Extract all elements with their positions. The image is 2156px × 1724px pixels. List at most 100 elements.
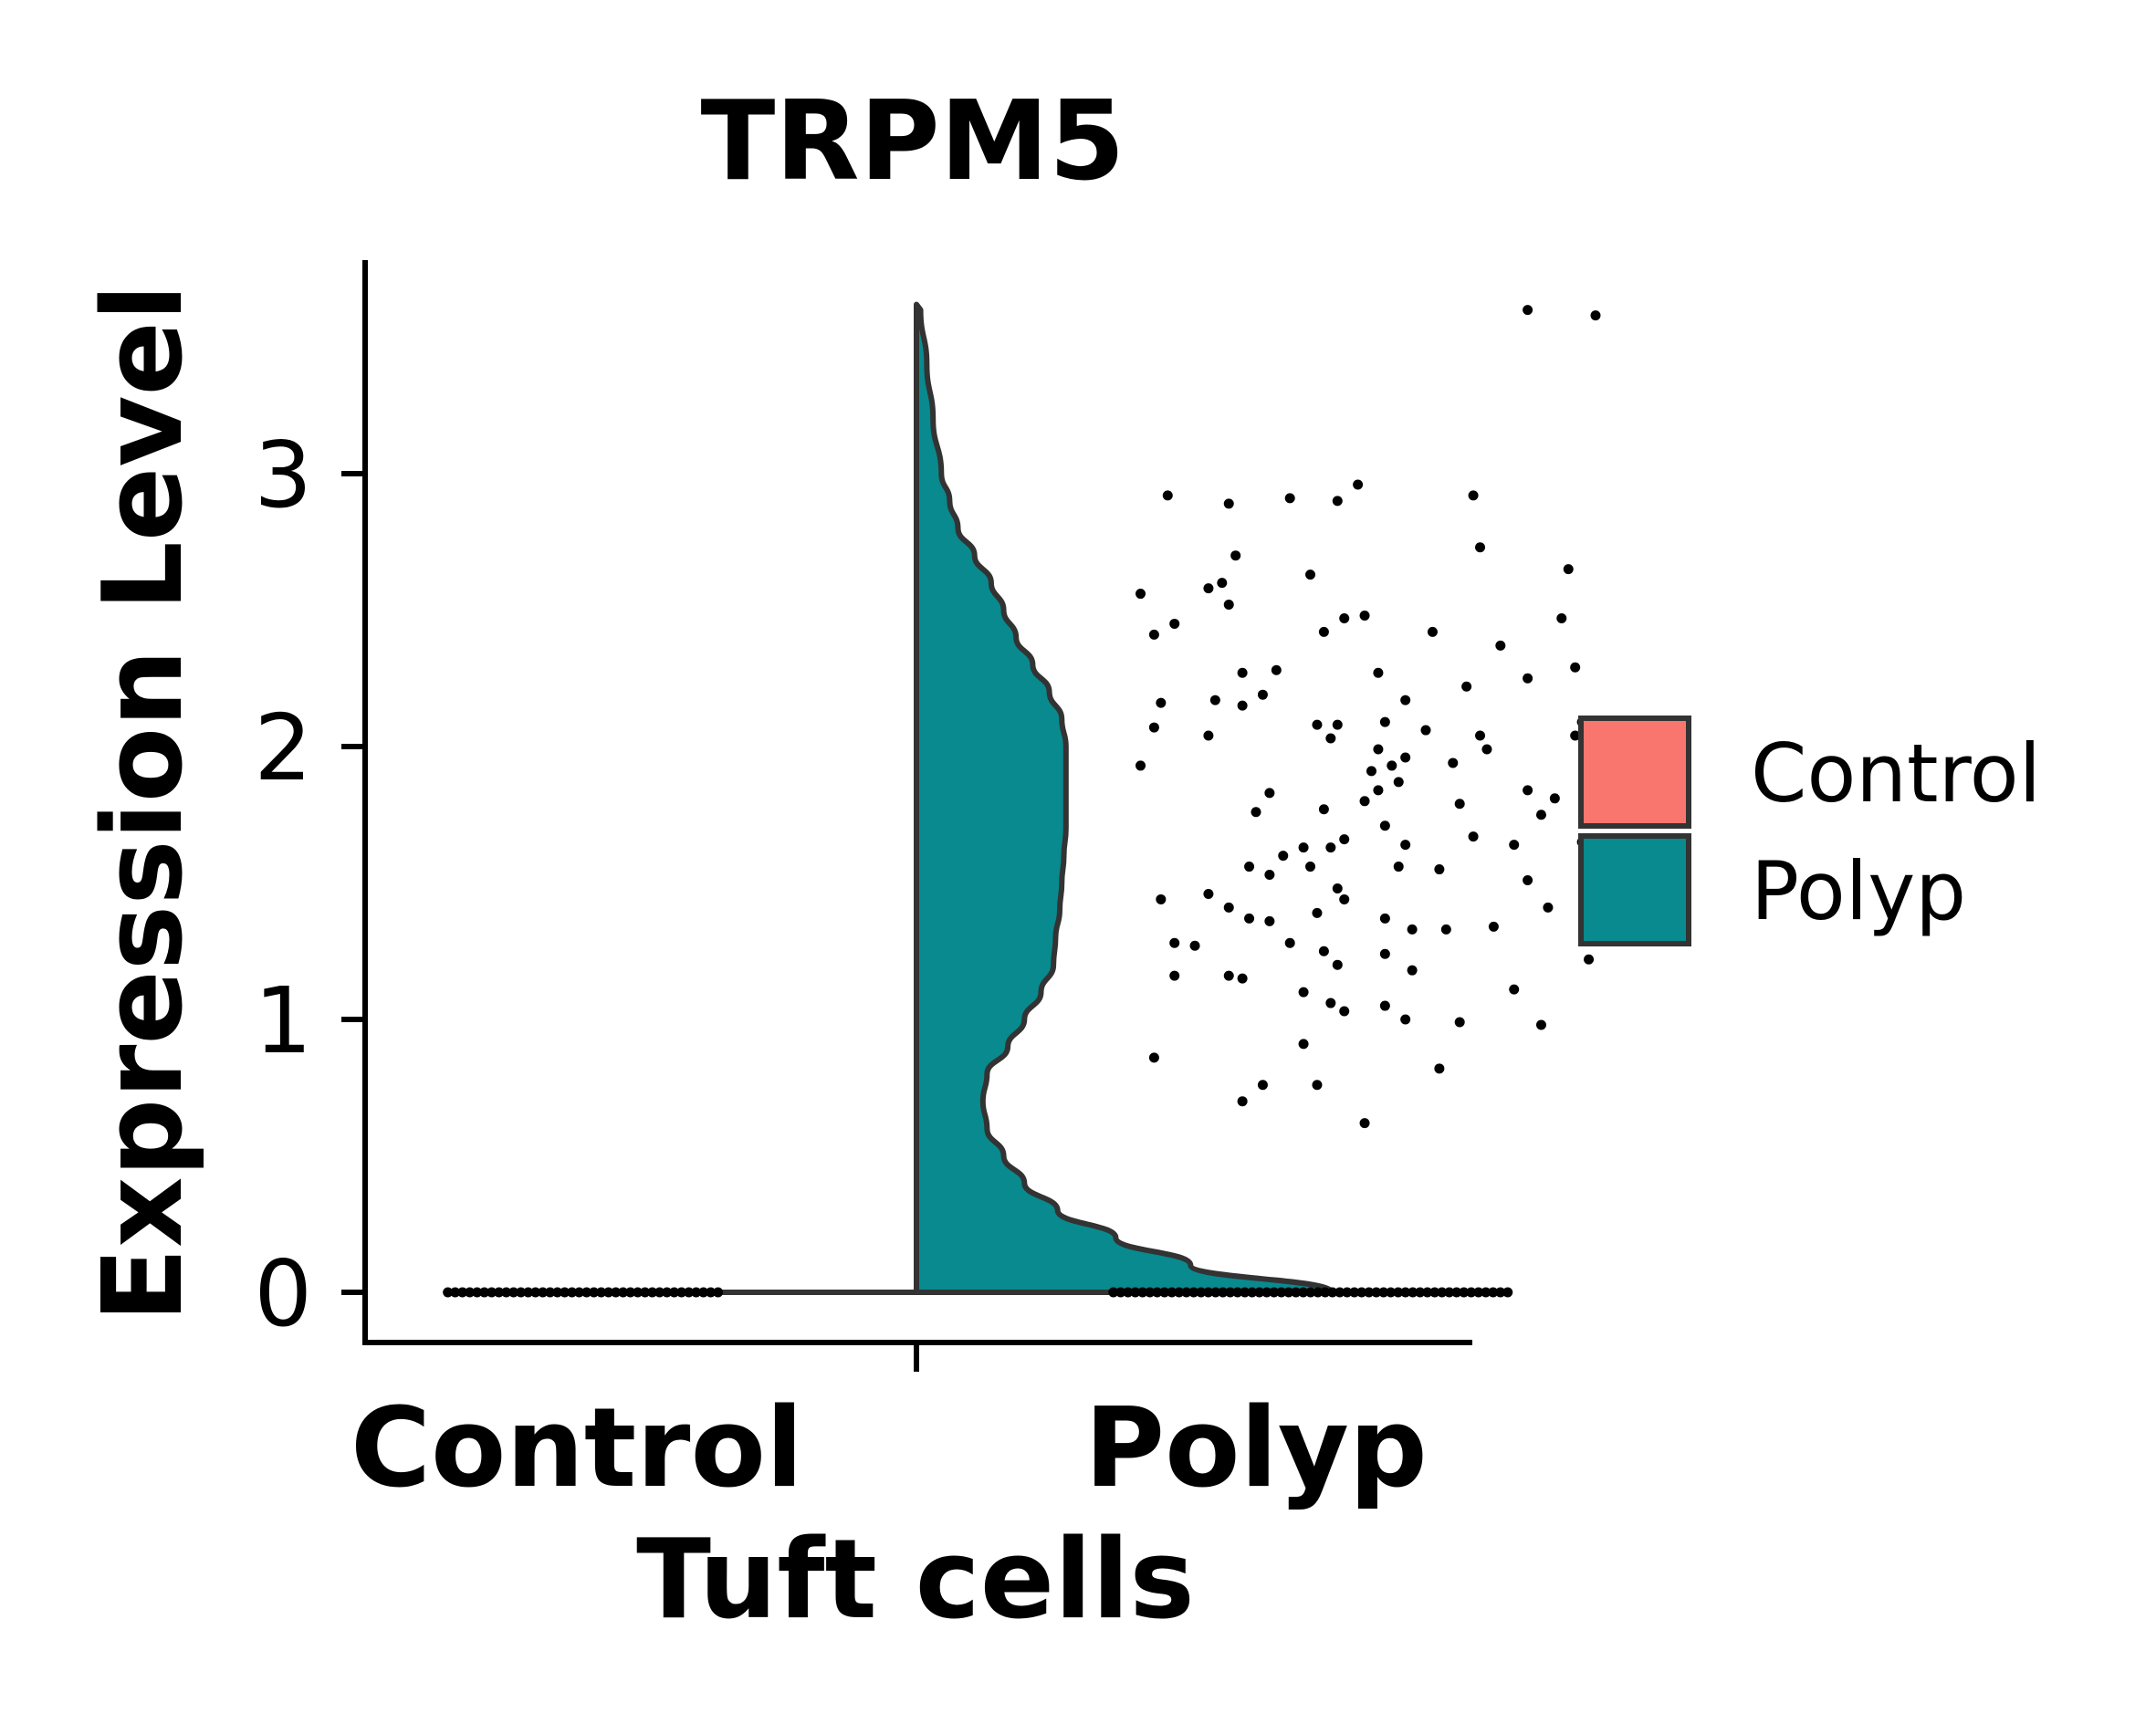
point-polyp [1434,864,1445,875]
point-polyp [1264,870,1275,881]
point-polyp [1448,758,1459,768]
point-polyp [1217,578,1228,589]
legend-label-polyp: Polyp [1751,844,1966,938]
point-polyp [1325,998,1336,1008]
point-polyp [1454,1017,1465,1028]
point-polyp [1563,564,1574,575]
point-control-zero [472,1287,483,1298]
point-polyp-zero [1451,1287,1462,1298]
point-polyp-zero [1466,1287,1477,1298]
point-polyp-zero [1261,1287,1272,1298]
point-polyp [1162,490,1173,501]
point-polyp-zero [1393,1287,1404,1298]
point-polyp-zero [1349,1287,1360,1298]
point-polyp-zero [1320,1287,1331,1298]
point-control-zero [654,1287,665,1298]
point-polyp-zero [1342,1287,1353,1298]
y-tick-label-2: 2 [254,695,312,801]
point-polyp-zero [1444,1287,1455,1298]
point-polyp-zero [1371,1287,1382,1298]
point-polyp [1495,640,1506,651]
point-polyp [1570,662,1581,673]
point-polyp [1488,921,1499,932]
point-polyp [1223,902,1234,913]
point-polyp [1237,667,1248,678]
point-polyp [1468,490,1479,501]
point-polyp-zero [1145,1287,1156,1298]
point-control-zero [625,1287,636,1298]
point-polyp [1523,875,1533,886]
point-polyp [1223,600,1234,611]
point-polyp-zero [1437,1287,1448,1298]
point-control-zero [552,1287,563,1298]
point-control-zero [508,1287,519,1298]
point-polyp [1509,840,1520,851]
point-polyp [1305,569,1316,580]
point-polyp [1339,612,1350,623]
point-polyp [1237,1096,1248,1107]
point-polyp [1475,730,1486,741]
point-polyp [1264,915,1275,926]
point-polyp [1237,700,1248,711]
point-polyp [1203,730,1214,741]
point-polyp [1523,305,1533,316]
point-control-zero [501,1287,512,1298]
point-polyp-zero [1218,1287,1229,1298]
point-polyp [1305,862,1316,872]
point-polyp-zero [1115,1287,1126,1298]
point-control-zero [633,1287,644,1298]
point-polyp [1203,888,1214,899]
point-polyp [1298,842,1309,853]
point-polyp [1298,1039,1309,1050]
point-control-zero [596,1287,607,1298]
point-polyp [1393,862,1404,872]
point-control-zero [684,1287,695,1298]
point-control-zero [603,1287,614,1298]
y-tick-label-1: 1 [254,967,312,1074]
point-polyp [1244,913,1255,924]
point-control-zero [494,1287,505,1298]
point-polyp-zero [1291,1287,1302,1298]
point-control-zero [523,1287,534,1298]
point-polyp [1434,1063,1445,1074]
point-polyp [1169,970,1180,981]
point-polyp-zero [1305,1287,1316,1298]
point-polyp [1373,667,1384,678]
chart-title: TRPM5 [700,78,1125,205]
point-polyp [1373,785,1384,796]
x-axis-title: Tuft cells [636,1517,1195,1644]
point-polyp-zero [1400,1287,1411,1298]
point-polyp-zero [1137,1287,1148,1298]
point-polyp [1454,799,1465,810]
point-polyp [1325,842,1336,853]
point-polyp [1271,664,1282,675]
point-polyp [1325,733,1336,744]
y-tick-label-0: 0 [254,1240,312,1347]
point-polyp-zero [1334,1287,1345,1298]
point-polyp [1169,937,1180,948]
x-tick-label-polyp: Polyp [1084,1385,1428,1512]
point-control-zero [465,1287,476,1298]
point-control-zero [479,1287,490,1298]
point-polyp-zero [1386,1287,1397,1298]
point-polyp [1318,946,1329,956]
point-polyp-zero [1459,1287,1470,1298]
point-polyp [1339,834,1350,845]
point-polyp [1387,760,1397,771]
point-polyp [1223,970,1234,981]
point-polyp-zero [1327,1287,1338,1298]
point-polyp-zero [1130,1287,1141,1298]
point-polyp [1379,913,1390,924]
point-polyp [1264,788,1275,799]
point-polyp-zero [1283,1287,1294,1298]
point-polyp-zero [1481,1287,1491,1298]
point-polyp [1379,1000,1390,1011]
point-control-zero [567,1287,578,1298]
point-polyp-zero [1196,1287,1207,1298]
point-polyp [1427,626,1438,637]
point-polyp [1332,496,1343,507]
point-polyp-zero [1269,1287,1280,1298]
point-polyp-zero [1167,1287,1177,1298]
point-polyp [1318,626,1329,637]
